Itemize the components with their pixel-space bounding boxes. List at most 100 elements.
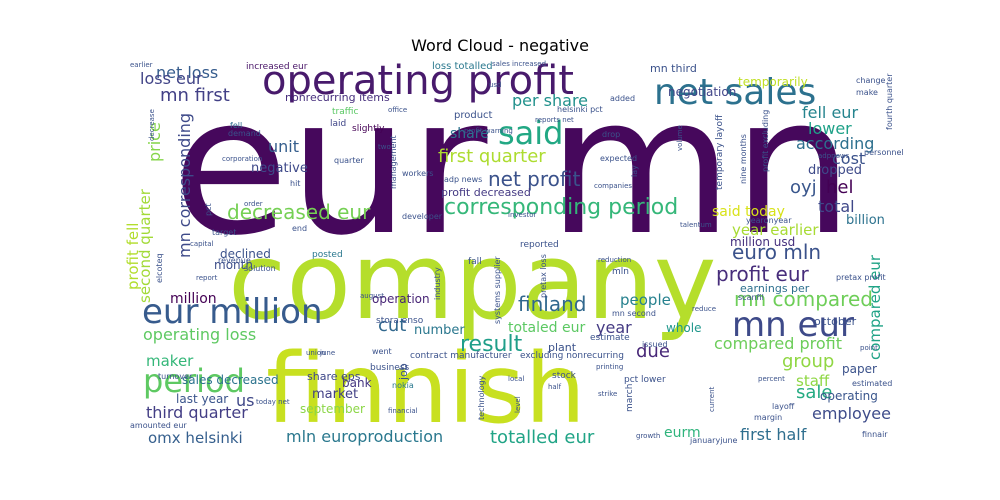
word-strike: strike [598,390,617,398]
word-contract-manufacturer: contract manufacturer [410,351,512,361]
word-profit-decreased: profit decreased [441,186,531,199]
word-fell: fell [230,121,242,130]
word-printing: printing [596,363,623,371]
word-billion: billion [846,213,885,228]
word-reports-net: reports net [535,116,574,124]
word-oyj: oyj [790,177,817,198]
word-current: current [708,386,716,412]
word-temporarily: temporarily [738,75,808,89]
word-temporary-layoff: temporary layoff [715,114,725,190]
word-period: period [143,362,245,400]
word-went: went [372,347,392,356]
chart-title: Word Cloud - negative [411,36,589,55]
word-october: october [814,315,857,328]
word-helsinki-pct: helsinki pct [557,105,603,114]
word-report: report [196,274,218,282]
word-mln-europroduction: mln europroduction [286,427,443,446]
word-per-share: per share [512,91,588,110]
word-mn-corresponding: mn corresponding [175,113,194,258]
word-posted: posted [312,250,343,260]
word-systems-supplier: systems supplier [493,256,502,324]
word-mln: mln [612,267,629,277]
word-end: end [292,224,307,233]
word-operating-profit: operating profit [262,58,574,104]
word-dropped: dropped [808,163,862,178]
word-nokia: nokia [392,381,414,390]
word-share: share [450,126,489,142]
word-profit-eur: profit eur [716,262,809,286]
word-corresponding-period: corresponding period [444,195,678,220]
word-bank: bank [342,376,372,390]
word-companies: companies [594,182,632,190]
word-percent: percent [758,375,785,383]
word-issued: issued [642,340,668,349]
word-usd: usd [489,81,502,89]
word-company: company [228,220,717,343]
word-unit: unit [268,137,299,156]
word-compared-eur: compared eur [866,254,884,360]
word-million-usd: million usd [730,235,795,249]
word-eur-million: eur million [142,292,323,332]
word-reduce: reduce [692,305,716,313]
word-scanfil: scanfil [738,293,764,302]
word-eur-mn: eur mn [172,56,853,277]
word-net-loss: net loss [156,63,218,82]
word-adpnews: adpnews [818,152,850,160]
word-make: make [856,88,878,97]
word-said: said [498,114,563,152]
word-layoff: layoff [772,402,795,411]
word-price: price [145,122,164,162]
word-month: month [214,258,253,272]
word-last-year: last year [176,392,228,406]
word-yearonyear: yearonyear [746,216,792,225]
word-margin: margin [754,413,782,422]
word-negative: negative [251,161,308,176]
word-year: year [596,318,632,337]
word-omx-helsinki: omx helsinki [148,429,243,447]
word-drop: drop [602,130,620,139]
word-stock: stock [552,371,577,381]
word-sale: sale [796,382,832,403]
word-first-half: first half [740,425,807,444]
word-decrease: decrease [148,109,156,141]
word-increased-eur: increased eur [246,62,308,72]
word-business: business [370,363,410,373]
word-job: job [397,363,410,381]
word-corporation: corporation [222,155,262,163]
word-solution: solution [244,264,276,273]
word-pct-lower: pct lower [624,375,666,385]
word-us: us [236,391,254,410]
word-million: million [170,291,217,307]
word-september: september [300,402,365,416]
word-adp-news: adp news [444,175,482,184]
word-net-sales: net sales [654,72,816,113]
word-whole: whole [666,321,701,335]
word-earlier: earlier [130,61,153,69]
word-hel: hel [826,177,853,198]
word-profit-fell: profit fell [124,223,142,290]
word-traffic: traffic [332,107,358,117]
word-lay: lay [630,165,639,177]
word-industry: industry [433,267,442,300]
word-operating-loss: operating loss [143,325,256,344]
word-declined: declined [220,247,271,261]
word-reduction: reduction [598,256,631,264]
word-revenue: revenue [218,256,251,265]
word-januaryjune: januaryjune [689,436,738,445]
word-loss-eur: loss eur [140,69,203,88]
word-change: change [856,76,886,85]
word-fell-eur: fell eur [802,103,858,122]
word-nonrecurring-items: nonrecurring items [285,91,390,104]
word-people: people [620,291,671,309]
word-according: according [796,134,874,153]
word-mn-eur: mn eur [732,305,854,345]
word-elcoteq: elcoteq [155,253,164,283]
word-mn-compared: mn compared [734,287,873,311]
word-workers: workers [402,169,433,178]
word-first-quarter: first quarter [438,146,546,167]
word-employee: employee [812,404,891,423]
word-union: union [306,349,326,357]
word-plant: plant [548,341,577,354]
word-fourth-quarter: fourth quarter [885,73,894,130]
